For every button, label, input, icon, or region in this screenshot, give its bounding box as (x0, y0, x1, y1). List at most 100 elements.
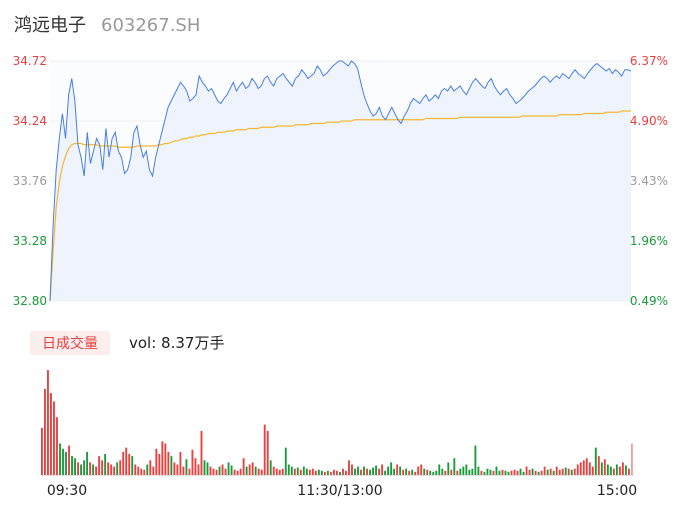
volume-bar (152, 466, 155, 475)
volume-bar (107, 462, 110, 475)
volume-bar (56, 417, 58, 475)
volume-bar (281, 468, 284, 475)
volume-bar (266, 430, 269, 475)
volume-bar (197, 464, 200, 475)
volume-bar (47, 370, 49, 475)
volume-bar (164, 443, 167, 475)
volume-bar (188, 468, 191, 475)
volume-bar (224, 468, 227, 475)
volume-bar (528, 469, 531, 475)
volume-bar (531, 468, 534, 475)
price-axis-label: 34.72 (13, 54, 47, 68)
volume-bar (426, 469, 429, 475)
volume-bar (122, 451, 125, 475)
volume-bar (50, 393, 52, 475)
volume-bar (504, 470, 507, 475)
time-axis-label: 11:30/13:00 (297, 483, 382, 499)
volume-bar (624, 465, 627, 475)
volume-bar (95, 466, 98, 475)
volume-bar (161, 441, 164, 475)
volume-bar (308, 469, 311, 475)
volume-bar (167, 451, 170, 475)
volume-bar (113, 466, 116, 475)
volume-bar (146, 464, 149, 475)
volume-bar (284, 447, 287, 475)
volume-bar (489, 469, 492, 475)
volume-bar (155, 448, 158, 475)
volume-bar (104, 454, 107, 475)
volume-bar (498, 470, 501, 475)
volume-bar (86, 451, 89, 475)
volume-bar (609, 466, 612, 475)
volume-bar (591, 466, 594, 475)
volume-bar (378, 468, 381, 475)
volume-bar (287, 464, 290, 475)
volume-bar (176, 464, 179, 475)
percent-axis-label: 0.49% (630, 294, 668, 308)
volume-bar (65, 451, 67, 475)
stock-code: 603267.SH (101, 15, 200, 36)
price-line (49, 60, 632, 302)
price-axis-label: 33.28 (13, 234, 47, 248)
volume-bar (170, 456, 173, 475)
price-axis-label: 33.76 (13, 174, 47, 188)
volume-bar (209, 466, 212, 475)
volume-bar (296, 467, 299, 475)
volume-bar (128, 454, 131, 475)
volume-bar (326, 470, 329, 475)
volume-bar (345, 470, 347, 475)
volume-bar (411, 469, 414, 475)
volume-bar (360, 469, 362, 475)
volume-tag-background (30, 331, 110, 355)
volume-bar (317, 469, 320, 475)
volume-bar (116, 462, 119, 475)
volume-bar (402, 469, 405, 475)
volume-bar (534, 470, 537, 475)
volume-bar (468, 469, 471, 475)
volume-bar (314, 470, 317, 475)
volume-bar (59, 443, 61, 475)
volume-bar (83, 460, 86, 475)
volume-bar (236, 470, 239, 475)
price-axis-label: 32.80 (13, 294, 47, 308)
volume-bar (459, 468, 462, 475)
volume-bar (74, 458, 76, 475)
volume-bar (275, 468, 278, 475)
volume-bar (254, 466, 257, 475)
volume-bar (372, 467, 374, 475)
volume-bar (233, 469, 236, 475)
price-axis-label: 34.24 (13, 114, 47, 128)
volume-bar (456, 470, 459, 475)
volume-bar (525, 466, 528, 475)
volume-bar (125, 447, 128, 475)
volume-bar (158, 454, 161, 475)
volume-bar (585, 458, 588, 475)
volume-bar (390, 462, 393, 475)
volume-bar (257, 468, 260, 475)
volume-bar (248, 464, 251, 475)
volume-bar (495, 466, 498, 475)
volume-bar (471, 468, 474, 475)
volume-bar (369, 469, 371, 475)
volume-bar (41, 427, 43, 475)
volume-bar (501, 469, 504, 475)
volume-bar (396, 464, 399, 475)
volume-bar (555, 466, 558, 475)
volume-total-text: vol: 8.37万手 (129, 334, 224, 352)
volume-bar (486, 468, 489, 475)
volume-bar (200, 430, 203, 475)
volume-bar (239, 468, 242, 475)
volume-bar (44, 388, 46, 475)
time-axis-label: 09:30 (47, 483, 87, 499)
volume-bar (260, 469, 263, 475)
volume-bar (381, 464, 384, 475)
volume-bar (492, 470, 495, 475)
percent-axis-label: 3.43% (630, 174, 668, 188)
volume-bar (299, 469, 302, 475)
volume-bar (363, 466, 365, 475)
volume-bar (522, 471, 525, 475)
volume-bar (417, 466, 420, 475)
volume-bar (230, 465, 233, 475)
volume-bar (564, 467, 567, 475)
volume-bar (354, 468, 356, 475)
